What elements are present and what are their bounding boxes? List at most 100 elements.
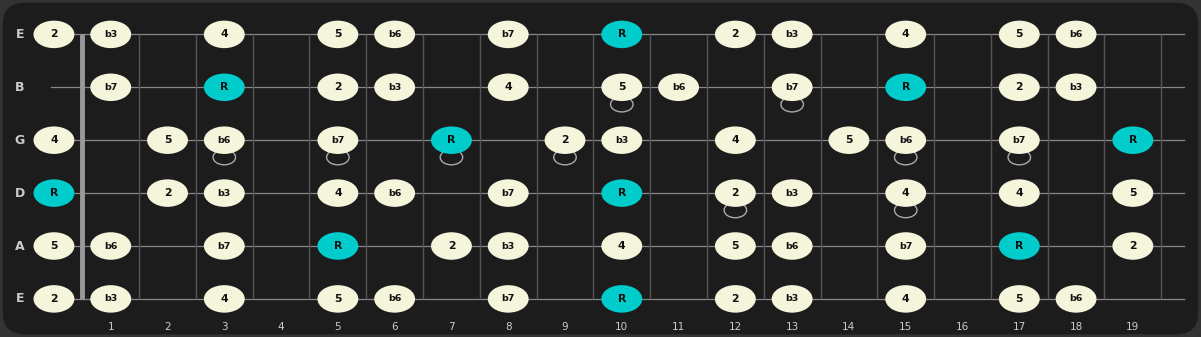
Ellipse shape bbox=[204, 232, 245, 260]
Ellipse shape bbox=[602, 126, 643, 154]
Text: 3: 3 bbox=[221, 323, 228, 333]
Ellipse shape bbox=[715, 179, 755, 207]
Ellipse shape bbox=[1056, 21, 1097, 48]
Text: 2: 2 bbox=[1129, 241, 1136, 251]
Text: b6: b6 bbox=[217, 136, 231, 145]
Ellipse shape bbox=[658, 73, 699, 101]
Text: 2: 2 bbox=[731, 188, 739, 198]
Ellipse shape bbox=[375, 21, 416, 48]
Ellipse shape bbox=[999, 73, 1040, 101]
Text: 4: 4 bbox=[334, 188, 341, 198]
Text: 4: 4 bbox=[902, 29, 909, 39]
Ellipse shape bbox=[204, 179, 245, 207]
Text: 1: 1 bbox=[107, 323, 114, 333]
Text: R: R bbox=[617, 188, 626, 198]
Text: 4: 4 bbox=[1016, 188, 1023, 198]
Text: b7: b7 bbox=[502, 189, 515, 197]
Ellipse shape bbox=[829, 126, 870, 154]
Ellipse shape bbox=[715, 21, 755, 48]
Text: b6: b6 bbox=[104, 242, 118, 250]
Text: b6: b6 bbox=[785, 242, 799, 250]
Text: R: R bbox=[617, 29, 626, 39]
Ellipse shape bbox=[602, 179, 643, 207]
Ellipse shape bbox=[1112, 179, 1153, 207]
Ellipse shape bbox=[885, 179, 926, 207]
Ellipse shape bbox=[715, 126, 755, 154]
Ellipse shape bbox=[431, 232, 472, 260]
Text: b3: b3 bbox=[785, 189, 799, 197]
Ellipse shape bbox=[34, 126, 74, 154]
Ellipse shape bbox=[999, 179, 1040, 207]
Ellipse shape bbox=[772, 179, 813, 207]
Ellipse shape bbox=[772, 21, 813, 48]
Text: b3: b3 bbox=[785, 295, 799, 303]
Text: 11: 11 bbox=[671, 323, 686, 333]
Ellipse shape bbox=[204, 21, 245, 48]
Text: b6: b6 bbox=[900, 136, 913, 145]
Text: b7: b7 bbox=[900, 242, 913, 250]
Text: 4: 4 bbox=[902, 294, 909, 304]
Text: b6: b6 bbox=[388, 295, 401, 303]
Text: 8: 8 bbox=[504, 323, 512, 333]
Text: R: R bbox=[220, 82, 228, 92]
Text: 5: 5 bbox=[846, 135, 853, 145]
Text: R: R bbox=[447, 135, 455, 145]
Text: E: E bbox=[16, 293, 24, 305]
Text: B: B bbox=[16, 81, 25, 94]
Ellipse shape bbox=[602, 21, 643, 48]
Ellipse shape bbox=[999, 232, 1040, 260]
Text: E: E bbox=[16, 28, 24, 41]
Ellipse shape bbox=[204, 73, 245, 101]
Ellipse shape bbox=[544, 126, 585, 154]
Text: 14: 14 bbox=[842, 323, 855, 333]
FancyBboxPatch shape bbox=[2, 3, 1199, 334]
Ellipse shape bbox=[317, 179, 358, 207]
Ellipse shape bbox=[885, 232, 926, 260]
Text: 16: 16 bbox=[956, 323, 969, 333]
Text: D: D bbox=[14, 187, 25, 200]
Text: 5: 5 bbox=[1129, 188, 1136, 198]
Ellipse shape bbox=[34, 232, 74, 260]
Text: b6: b6 bbox=[671, 83, 686, 92]
Text: 18: 18 bbox=[1069, 323, 1082, 333]
Text: 7: 7 bbox=[448, 323, 455, 333]
Ellipse shape bbox=[488, 285, 528, 313]
Text: 4: 4 bbox=[221, 294, 228, 304]
Ellipse shape bbox=[885, 73, 926, 101]
Text: R: R bbox=[334, 241, 342, 251]
Ellipse shape bbox=[772, 232, 813, 260]
Text: 5: 5 bbox=[619, 82, 626, 92]
Text: 2: 2 bbox=[731, 29, 739, 39]
Text: 5: 5 bbox=[1016, 29, 1023, 39]
Ellipse shape bbox=[602, 73, 643, 101]
Text: 2: 2 bbox=[448, 241, 455, 251]
Ellipse shape bbox=[317, 285, 358, 313]
Ellipse shape bbox=[375, 285, 416, 313]
Text: 5: 5 bbox=[1016, 294, 1023, 304]
Text: 4: 4 bbox=[50, 135, 58, 145]
Ellipse shape bbox=[90, 73, 131, 101]
Text: 2: 2 bbox=[1016, 82, 1023, 92]
Text: b7: b7 bbox=[785, 83, 799, 92]
Ellipse shape bbox=[147, 179, 189, 207]
Text: b3: b3 bbox=[615, 136, 628, 145]
Text: R: R bbox=[617, 294, 626, 304]
Ellipse shape bbox=[602, 232, 643, 260]
Ellipse shape bbox=[317, 232, 358, 260]
Ellipse shape bbox=[999, 21, 1040, 48]
Ellipse shape bbox=[90, 285, 131, 313]
Ellipse shape bbox=[147, 126, 189, 154]
Text: b7: b7 bbox=[1012, 136, 1026, 145]
Text: 12: 12 bbox=[729, 323, 742, 333]
Ellipse shape bbox=[488, 179, 528, 207]
Ellipse shape bbox=[602, 285, 643, 313]
Text: 15: 15 bbox=[900, 323, 913, 333]
Text: b7: b7 bbox=[502, 295, 515, 303]
Text: b7: b7 bbox=[331, 136, 345, 145]
Text: R: R bbox=[1129, 135, 1137, 145]
Text: 6: 6 bbox=[392, 323, 398, 333]
Text: 4: 4 bbox=[277, 323, 285, 333]
Text: R: R bbox=[49, 188, 58, 198]
Text: b3: b3 bbox=[217, 189, 231, 197]
Ellipse shape bbox=[204, 285, 245, 313]
